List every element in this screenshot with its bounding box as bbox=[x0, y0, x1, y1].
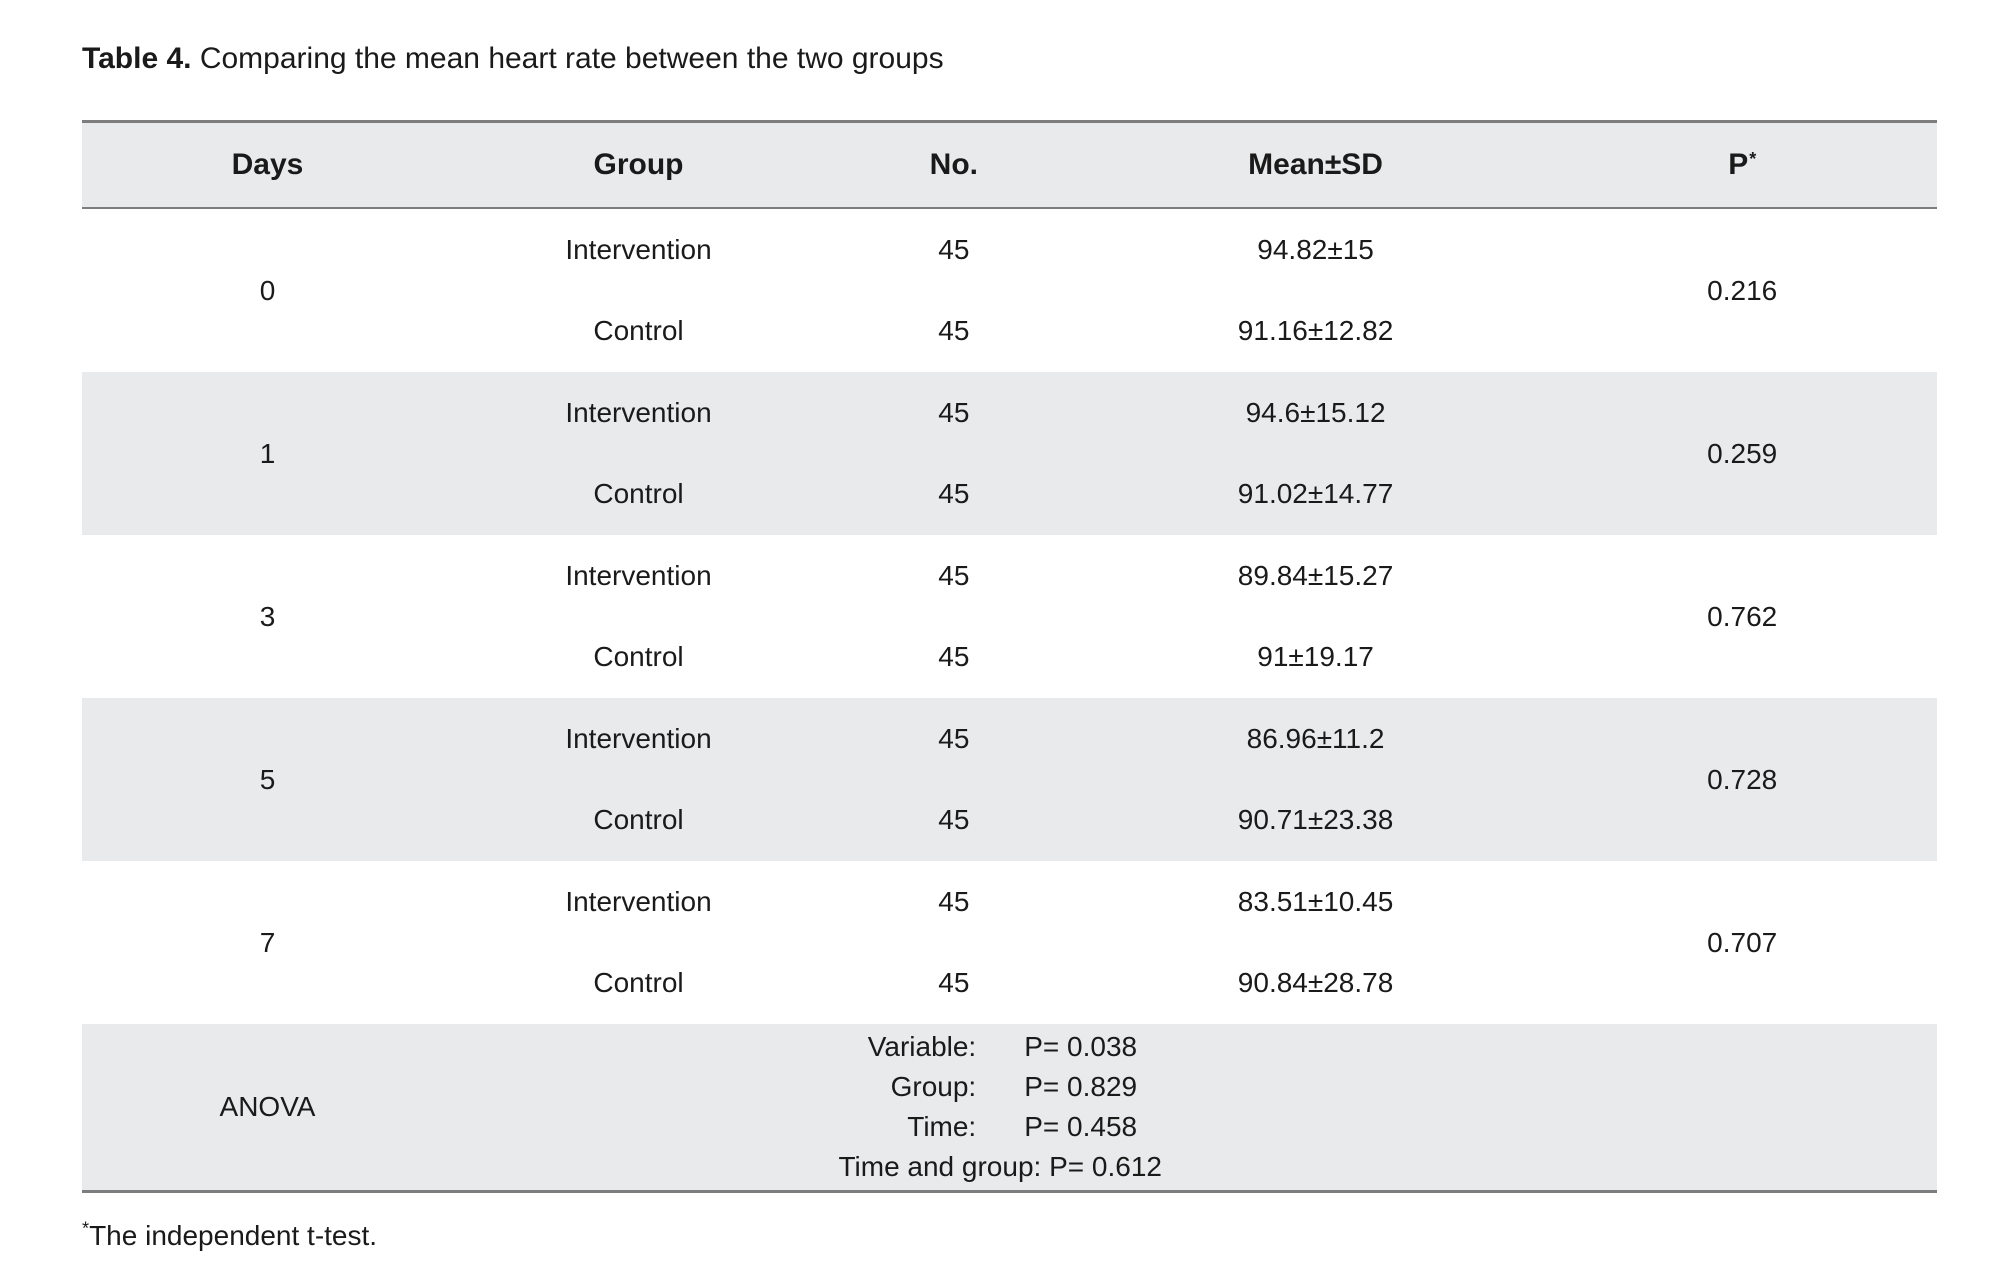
table-row-day-5: 5 Intervention 45 86.96±11.2 Control 45 … bbox=[82, 698, 1937, 861]
mean-sd-value: 94.6±15.12 bbox=[1245, 396, 1386, 428]
column-header-group: Group bbox=[593, 148, 684, 181]
day-value: 3 bbox=[259, 600, 276, 632]
sample-size: 45 bbox=[938, 722, 970, 754]
column-header-mean-sd: Mean±SD bbox=[1248, 148, 1383, 181]
anova-term: Variable: bbox=[867, 1031, 977, 1062]
anova-line-time-and-group: Time and group: P= 0.612 bbox=[838, 1151, 1162, 1182]
anova-line-group: Group: P= 0.829 bbox=[453, 1067, 1547, 1107]
day-value: 0 bbox=[259, 274, 276, 306]
group-name: Control bbox=[593, 478, 684, 510]
sample-size: 45 bbox=[938, 559, 970, 591]
table-caption-text: Comparing the mean heart rate between th… bbox=[199, 42, 944, 75]
p-value: 0.762 bbox=[1707, 600, 1778, 632]
sample-size: 45 bbox=[938, 233, 970, 265]
anova-p: P= 0.458 bbox=[1024, 1111, 1138, 1142]
anova-p: P= 0.829 bbox=[1024, 1071, 1138, 1102]
p-value: 0.259 bbox=[1707, 437, 1778, 469]
sample-size: 45 bbox=[938, 396, 970, 428]
table-row-day-0: 0 Intervention 45 94.82±15 Control 45 91… bbox=[82, 209, 1937, 372]
mean-sd-value: 91.16±12.82 bbox=[1237, 315, 1394, 347]
group-name: Control bbox=[593, 641, 684, 673]
sample-size: 45 bbox=[938, 967, 970, 999]
day-value: 7 bbox=[259, 926, 276, 958]
anova-term: Group: bbox=[890, 1071, 977, 1102]
anova-empty-cell bbox=[1547, 1024, 1937, 1190]
anova-line-variable: Variable: P= 0.038 bbox=[453, 1027, 1547, 1067]
group-name: Control bbox=[593, 804, 684, 836]
heart-rate-table: Days Group No. Mean±SD P * 0 Intervention… bbox=[82, 120, 1937, 1193]
mean-sd-value: 86.96±11.2 bbox=[1246, 722, 1385, 754]
anova-term: Time: bbox=[907, 1111, 977, 1142]
mean-sd-value: 89.84±15.27 bbox=[1237, 559, 1394, 591]
sample-size: 45 bbox=[938, 315, 970, 347]
p-value: 0.728 bbox=[1707, 763, 1778, 795]
table-caption-label: Table 4. bbox=[82, 42, 192, 75]
table-header-row: Days Group No. Mean±SD P * bbox=[82, 123, 1937, 209]
sample-size: 45 bbox=[938, 478, 970, 510]
table-row-day-3: 3 Intervention 45 89.84±15.27 Control 45… bbox=[82, 535, 1937, 698]
group-name: Control bbox=[593, 315, 684, 347]
anova-label: ANOVA bbox=[219, 1091, 316, 1122]
day-value: 1 bbox=[259, 437, 276, 469]
sample-size: 45 bbox=[938, 641, 970, 673]
mean-sd-value: 90.71±23.38 bbox=[1237, 804, 1394, 836]
sample-size: 45 bbox=[938, 885, 970, 917]
group-name: Control bbox=[593, 967, 684, 999]
anova-results: Variable: P= 0.038 Group: P= 0.829 Time:… bbox=[453, 1024, 1547, 1190]
table-row-day-7: 7 Intervention 45 83.51±10.45 Control 45… bbox=[82, 861, 1937, 1024]
group-name: Intervention bbox=[565, 722, 712, 754]
mean-sd-value: 83.51±10.45 bbox=[1237, 885, 1394, 917]
column-header-days: Days bbox=[231, 148, 304, 181]
p-value: 0.216 bbox=[1707, 274, 1778, 306]
anova-line-time: Time: P= 0.458 bbox=[453, 1107, 1547, 1147]
day-value: 5 bbox=[259, 763, 276, 795]
mean-sd-value: 91±19.17 bbox=[1257, 641, 1374, 673]
mean-sd-value: 91.02±14.77 bbox=[1237, 478, 1394, 510]
sample-size: 45 bbox=[938, 804, 970, 836]
table-caption: Table 4. Comparing the mean heart rate b… bbox=[82, 40, 2000, 78]
mean-sd-value: 90.84±28.78 bbox=[1237, 967, 1394, 999]
group-name: Intervention bbox=[565, 559, 712, 591]
table-row-day-1: 1 Intervention 45 94.6±15.12 Control 45 … bbox=[82, 372, 1937, 535]
footnote-text: The independent t-test. bbox=[89, 1220, 378, 1251]
mean-sd-value: 94.82±15 bbox=[1257, 233, 1374, 265]
footnote-asterisk: * bbox=[82, 1218, 90, 1239]
column-header-no: No. bbox=[929, 148, 978, 181]
anova-p: P= 0.038 bbox=[1024, 1031, 1138, 1062]
group-name: Intervention bbox=[565, 885, 712, 917]
p-value: 0.707 bbox=[1707, 926, 1778, 958]
p-label: P bbox=[1728, 148, 1749, 181]
table-footnote: *The independent t-test. bbox=[82, 1217, 2000, 1255]
column-header-p: P * bbox=[1728, 148, 1757, 181]
group-name: Intervention bbox=[565, 396, 712, 428]
table-row-anova: ANOVA Variable: P= 0.038 Group: P= 0.829… bbox=[82, 1024, 1937, 1190]
group-name: Intervention bbox=[565, 233, 712, 265]
